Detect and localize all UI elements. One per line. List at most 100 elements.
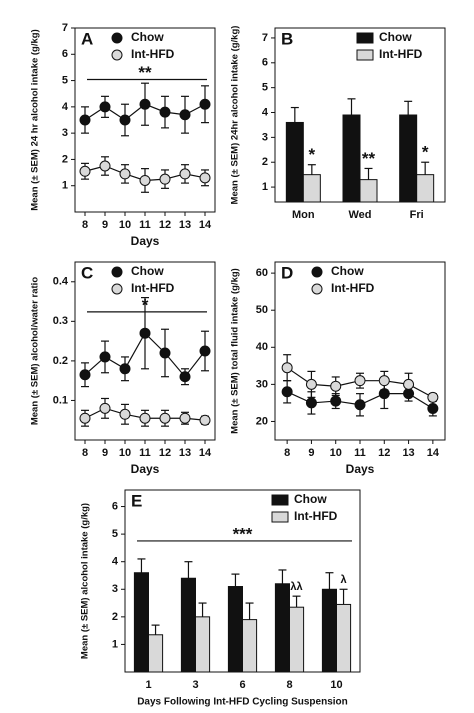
- legend-marker: [111, 283, 123, 295]
- y-axis-label: Mean (± SEM) 24hr alcohol intake (g/kg): [230, 26, 241, 205]
- point: [281, 362, 293, 374]
- x-tick-label: 6: [239, 679, 245, 691]
- y-tick-label: 20: [256, 415, 268, 427]
- point: [119, 363, 131, 375]
- point: [199, 345, 211, 357]
- legend-label: Chow: [331, 264, 364, 278]
- x-tick-label: 10: [119, 447, 131, 459]
- x-tick-label: 8: [286, 679, 292, 691]
- y-tick-label: 50: [256, 304, 268, 316]
- bar: [321, 588, 337, 673]
- y-tick-label: 0.2: [53, 355, 68, 367]
- legend-marker: [311, 283, 323, 295]
- point: [119, 114, 131, 126]
- point: [199, 172, 211, 184]
- x-tick-label: 10: [330, 447, 342, 459]
- y-tick-label: 2: [62, 153, 68, 165]
- x-tick-label: 11: [139, 219, 151, 231]
- y-tick-label: 60: [256, 267, 268, 279]
- legend-label: Int-HFD: [379, 47, 423, 61]
- point: [354, 375, 366, 387]
- point: [427, 402, 439, 414]
- y-tick-label: 0.1: [53, 394, 68, 406]
- y-tick-label: 1: [112, 638, 118, 650]
- y-tick-label: 7: [262, 32, 268, 44]
- y-tick-label: 5: [262, 82, 268, 94]
- y-tick-label: 7: [62, 22, 68, 34]
- bar: [274, 583, 290, 673]
- y-tick-label: 4: [62, 101, 69, 113]
- point: [427, 391, 439, 403]
- panel-label: B: [281, 29, 293, 48]
- point: [179, 412, 191, 424]
- point: [281, 386, 293, 398]
- bar: [242, 619, 258, 673]
- legend-label: Int-HFD: [131, 281, 175, 295]
- y-tick-label: 2: [262, 156, 268, 168]
- point: [119, 408, 131, 420]
- legend-label: Int-HFD: [331, 281, 375, 295]
- legend-label: Int-HFD: [131, 47, 175, 61]
- x-tick-label: 13: [402, 447, 414, 459]
- significance-marker: λλ: [290, 581, 302, 593]
- bar: [133, 572, 149, 673]
- point: [179, 109, 191, 121]
- y-tick-label: 3: [262, 131, 268, 143]
- significance-marker: *: [142, 295, 149, 314]
- x-tick-label: 10: [330, 679, 342, 691]
- y-tick-label: 0.3: [53, 315, 68, 327]
- y-tick-label: 3: [62, 127, 68, 139]
- x-tick-label: 13: [179, 447, 191, 459]
- x-tick-label: 10: [119, 219, 131, 231]
- point: [79, 114, 91, 126]
- legend-marker: [356, 32, 374, 44]
- point: [99, 101, 111, 113]
- x-tick-label: 11: [139, 447, 151, 459]
- x-tick-label: 1: [145, 679, 151, 691]
- y-tick-label: 6: [112, 500, 118, 512]
- y-tick-label: 1: [62, 180, 68, 192]
- point: [139, 98, 151, 110]
- y-tick-label: 4: [262, 106, 269, 118]
- point: [79, 412, 91, 424]
- bar: [336, 603, 352, 673]
- panel-label: A: [81, 29, 93, 48]
- point: [305, 397, 317, 409]
- bar: [285, 121, 304, 203]
- significance-marker: **: [138, 63, 152, 82]
- point: [159, 347, 171, 359]
- point: [330, 380, 342, 392]
- point: [159, 412, 171, 424]
- point: [305, 378, 317, 390]
- legend-marker: [356, 49, 374, 61]
- legend-marker: [111, 49, 123, 61]
- point: [179, 371, 191, 383]
- y-tick-label: 1: [262, 181, 268, 193]
- y-axis-label: Mean (± SEM) total fluid intake (g/kg): [230, 268, 241, 434]
- x-tick-label: Wed: [348, 209, 371, 221]
- bar: [416, 174, 435, 203]
- point: [79, 165, 91, 177]
- legend-label: Chow: [131, 30, 164, 44]
- point: [159, 106, 171, 118]
- legend-marker: [111, 32, 123, 44]
- legend-label: Int-HFD: [294, 509, 338, 523]
- x-tick-label: 12: [159, 219, 171, 231]
- y-tick-label: 6: [262, 57, 268, 69]
- point: [79, 369, 91, 381]
- significance-marker: λ: [340, 574, 346, 586]
- point: [99, 160, 111, 172]
- y-tick-label: 2: [112, 611, 118, 623]
- y-axis-label: Mean (± SEM) 24 hr alcohol intake (g/kg): [30, 29, 41, 211]
- x-tick-label: 9: [102, 447, 108, 459]
- y-tick-label: 6: [62, 48, 68, 60]
- legend-label: Chow: [294, 492, 327, 506]
- x-axis-label: Days: [346, 462, 375, 476]
- point: [199, 98, 211, 110]
- x-tick-label: 12: [378, 447, 390, 459]
- point: [179, 168, 191, 180]
- panel-label: C: [81, 263, 93, 282]
- point: [139, 174, 151, 186]
- y-tick-label: 5: [112, 528, 118, 540]
